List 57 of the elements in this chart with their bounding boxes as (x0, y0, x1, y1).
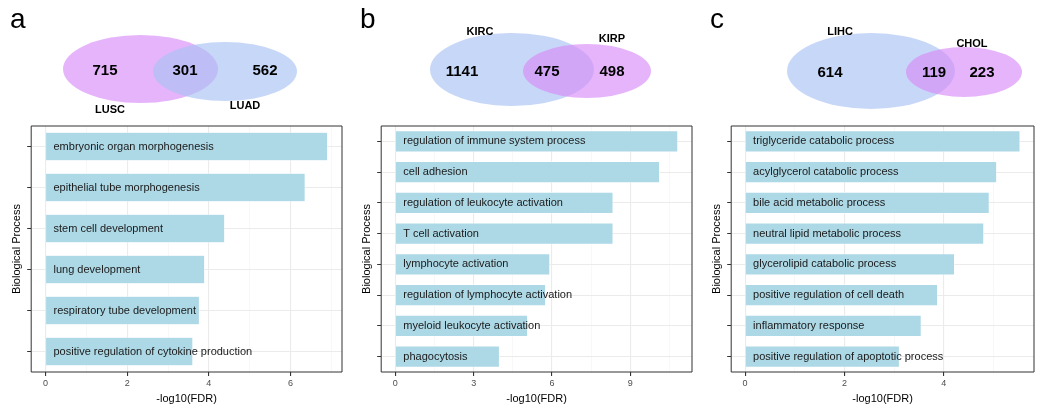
category-label: acylglycerol catabolic process (753, 165, 899, 178)
category-label: regulation of immune system process (403, 134, 586, 147)
x-tick-label: 4 (206, 377, 212, 388)
x-tick-label: 6 (288, 377, 294, 388)
category-label: positive regulation of cell death (753, 288, 905, 301)
x-tick-label: 4 (941, 377, 947, 388)
text: 498 (599, 61, 625, 79)
y-axis-title: Biological Process (709, 203, 722, 294)
text: 223 (969, 62, 995, 80)
x-tick-label: 9 (627, 377, 633, 388)
text: 475 (534, 61, 560, 79)
category-label: positive regulation of cytokine production (53, 344, 253, 357)
text: c (710, 3, 724, 34)
category-label: bile acid metabolic process (753, 195, 886, 208)
x-tick-label: 2 (841, 377, 847, 388)
text: 119 (921, 62, 947, 80)
x-tick-label: 0 (392, 377, 398, 388)
x-tick-label: 0 (742, 377, 748, 388)
category-label: regulation of lymphocyte activation (403, 288, 573, 301)
text: KIRC (466, 25, 494, 37)
category-label: embryonic organ morphogenesis (53, 139, 214, 152)
category-label: myeloid leukocyte activation (403, 318, 541, 331)
x-axis-title: -log10(FDR) (852, 392, 913, 405)
x-tick-label: 3 (471, 377, 477, 388)
category-label: lung development (53, 262, 141, 275)
x-axis-title: -log10(FDR) (506, 392, 567, 405)
text: 562 (252, 60, 278, 78)
x-axis-title: -log10(FDR) (156, 392, 217, 405)
text: 614 (817, 62, 843, 80)
category-label: inflammatory response (753, 318, 865, 331)
x-tick-label: 6 (549, 377, 555, 388)
text: LUSC (95, 103, 125, 115)
y-axis-title: Biological Process (359, 203, 372, 294)
text: KIRP (598, 32, 626, 44)
category-label: cell adhesion (403, 165, 468, 178)
text: LUAD (229, 99, 261, 111)
category-label: neutral lipid metabolic process (753, 226, 902, 239)
text: 715 (92, 60, 118, 78)
category-label: triglyceride catabolic process (753, 134, 895, 147)
category-label: phagocytosis (403, 349, 468, 362)
category-label: lymphocyte activation (403, 257, 509, 270)
text: 1141 (445, 61, 479, 79)
category-label: T cell activation (403, 226, 479, 239)
text: CHOL (956, 37, 988, 49)
text: 301 (172, 60, 198, 78)
x-tick-label: 0 (42, 377, 48, 388)
y-axis-title: Biological Process (9, 203, 22, 294)
category-label: glycerolipid catabolic process (753, 257, 897, 270)
category-label: epithelial tube morphogenesis (53, 180, 200, 193)
x-tick-label: 2 (124, 377, 130, 388)
text: a (10, 3, 26, 34)
category-label: stem cell development (53, 221, 163, 234)
category-label: respiratory tube development (53, 303, 196, 316)
category-label: regulation of leukocyte activation (403, 195, 563, 208)
text: LIHC (827, 25, 853, 37)
text: b (360, 3, 376, 34)
category-label: positive regulation of apoptotic process (753, 349, 944, 362)
